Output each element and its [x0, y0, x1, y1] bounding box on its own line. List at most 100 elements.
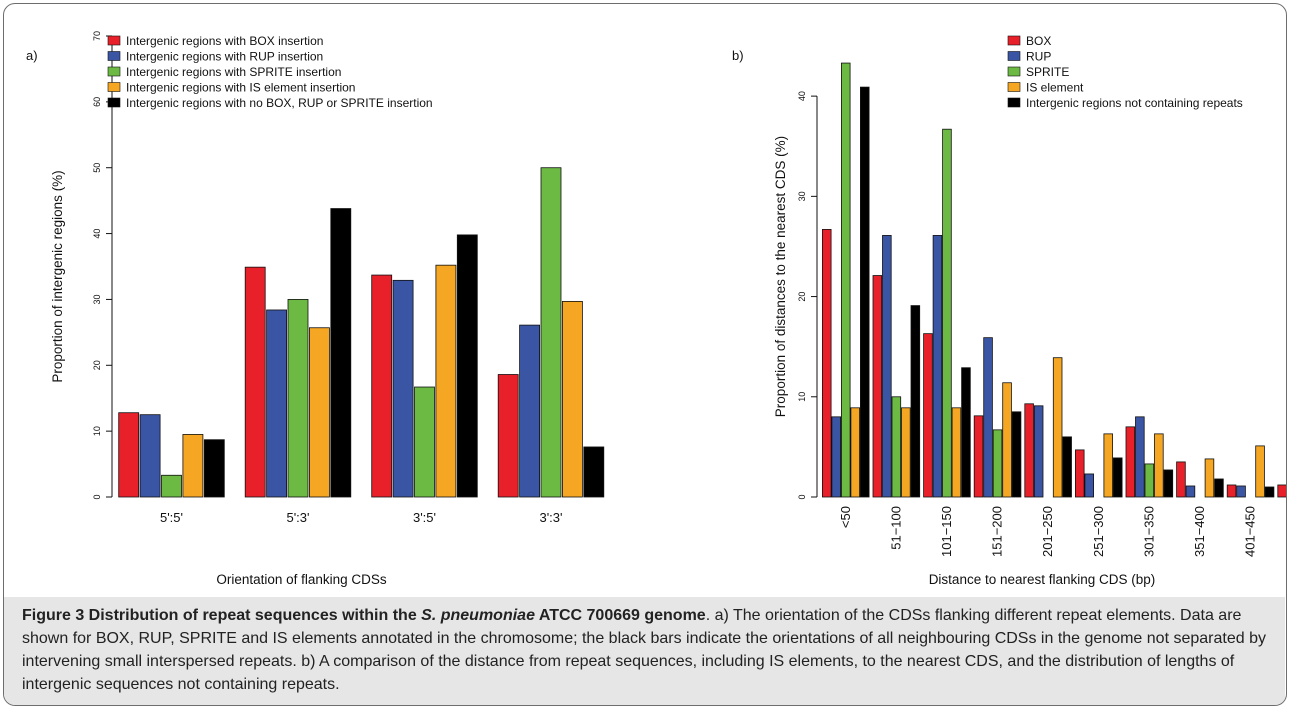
panel-b-y-tick-label: 30: [797, 191, 807, 201]
panel-a-bar: [519, 324, 540, 498]
panel-b-bar: [973, 415, 984, 498]
panel-a-y-tick-label: 70: [92, 31, 102, 41]
panel-b-bar: [891, 396, 902, 498]
figure-caption: Figure 3 Distribution of repeat sequence…: [22, 604, 1272, 696]
caption-title: Figure 3 Distribution of repeat sequence…: [22, 607, 706, 624]
panel-b-y-tick-label: 10: [797, 392, 807, 402]
panel-a-bar: [562, 301, 583, 498]
panel-b-legend-label: IS element: [1026, 81, 1084, 95]
panel-b-bar: [1214, 478, 1224, 498]
panel-a-bar: [435, 264, 457, 498]
panel-a-bar: [414, 386, 435, 498]
panel-a-y-tick-label: 50: [92, 163, 102, 173]
panel-a-bar: [583, 446, 605, 498]
panel-b-bar: [872, 275, 883, 498]
panel-a-legend-label: Intergenic regions with no BOX, RUP or S…: [126, 96, 433, 110]
panel-a-bar: [287, 299, 309, 498]
panel-a-bar: [161, 474, 182, 498]
panel-b-bar: [1052, 357, 1063, 498]
panel-a-bar: [118, 412, 140, 498]
panel-a-legend-swatch: [107, 35, 121, 46]
panel-a-bar: [244, 266, 266, 498]
panel-b-bar: [983, 337, 993, 498]
panel-a-y-tick-label: 0: [92, 494, 102, 499]
panel-b-bar: [992, 429, 1003, 498]
panel-b-bar: [1154, 433, 1164, 498]
panel-a-legend-swatch: [107, 66, 121, 77]
panel-a-legend-swatch: [107, 97, 121, 108]
panel-a-bar: [456, 234, 478, 498]
panel-a-category-label: 3':3': [539, 510, 562, 525]
panel-a-y-axis-label: Proportion of intergenic regions (%): [50, 170, 65, 382]
figure-charts: a) 0 10 20 30 40 50 60 70 Proportion of intergeni…: [26, 31, 1286, 587]
panel-b-bar: [1033, 405, 1044, 498]
panel-b-bar: [910, 305, 921, 498]
panel-b-bar: [923, 333, 933, 498]
panel-a-bar: [139, 414, 161, 498]
panel-b-bar: [860, 86, 870, 498]
panel-a-y-tick-label: 60: [92, 97, 102, 107]
panel-b-bar: [822, 229, 832, 498]
panel-b-bar: [850, 407, 861, 498]
caption-title-text: Figure 3 Distribution of repeat sequence…: [22, 607, 422, 624]
panel-b-bar: [942, 128, 952, 498]
panel-b-bar: [1103, 433, 1114, 498]
panel-b-legend-label: Intergenic regions not containing repeat…: [1026, 96, 1243, 110]
panel-a-category-label: 5':5': [160, 510, 183, 525]
panel-a-category-label: 5':3': [286, 510, 309, 525]
panel-b-bar: [1163, 469, 1174, 498]
panel-a-bar: [540, 167, 562, 498]
panel-b-bar: [1236, 485, 1246, 498]
panel-b-category-label: 151−200: [990, 506, 1005, 557]
panel-b-bar: [1062, 436, 1072, 498]
panel-b-category-label: 351−400: [1192, 506, 1207, 557]
panel-a-legend-swatch: [107, 51, 121, 61]
panel-b-bar: [1185, 485, 1196, 498]
panel-b-y-axis-label: Proportion of distances to the nearest C…: [773, 136, 788, 417]
panel-b-y-tick-label: 20: [797, 292, 807, 302]
panel-a-bar: [497, 374, 519, 498]
panel-b-x-axis-label: Distance to nearest flanking CDS (bp): [929, 572, 1156, 587]
panel-b-bar: [1264, 486, 1275, 498]
figure-frame: a) 0 10 20 30 40 50 60 70 Proportion of intergeni…: [3, 3, 1287, 706]
panel-a-bar: [182, 434, 204, 498]
panel-b-bar: [961, 367, 971, 498]
panel-b-bar: [1144, 463, 1155, 498]
panel-b-bar: [1226, 484, 1237, 498]
panel-b-label: b): [732, 48, 744, 63]
panel-b-legend-label: BOX: [1026, 34, 1051, 48]
panel-b-category-label: 101−150: [939, 506, 954, 557]
panel-a-bar: [266, 309, 288, 498]
panel-b-bar: [1002, 382, 1012, 498]
panel-a-y-tick-label: 40: [92, 229, 102, 239]
panel-a-y-tick-label: 30: [92, 294, 102, 304]
panel-a-legend-label: Intergenic regions with SPRITE insertion: [126, 65, 341, 79]
panel-b-bar: [1135, 416, 1145, 498]
panel-a-y-tick-label: 20: [92, 360, 102, 370]
panel-b-legend-swatch: [1007, 82, 1021, 92]
panel-b-bar: [932, 235, 943, 498]
panel-b-bar: [951, 407, 962, 498]
panel-b-bar: [882, 235, 892, 498]
panel-b-bar: [1176, 461, 1186, 498]
panel-b-bar: [831, 416, 842, 498]
panel-a-legend-swatch: [107, 82, 121, 92]
panel-a-y-tick-label: 10: [92, 426, 102, 436]
panel-a-x-axis-label: Orientation of flanking CDSs: [216, 572, 387, 587]
panel-b-bar: [1255, 445, 1265, 498]
panel-b-legend-swatch: [1007, 66, 1021, 77]
caption-species-name: S. pneumoniae: [421, 607, 535, 624]
panel-b-bar: [1277, 484, 1286, 498]
panel-b-bar: [1024, 403, 1034, 498]
panel-b-bar: [1125, 426, 1136, 498]
panel-b-legend-label: SPRITE: [1026, 65, 1069, 79]
panel-b-bar: [841, 62, 851, 498]
panel-a-bar: [330, 208, 352, 498]
panel-b-bar: [1204, 458, 1215, 498]
panel-b-legend-label: RUP: [1026, 50, 1051, 64]
panel-b-bar: [1075, 449, 1085, 498]
caption-title-suffix: ATCC 700669 genome: [534, 607, 706, 624]
panel-a-legend-label: Intergenic regions with BOX insertion: [126, 34, 323, 48]
panel-b-y-tick-label: 0: [797, 494, 807, 499]
panel-a-legend-label: Intergenic regions with IS element inser…: [126, 81, 355, 95]
